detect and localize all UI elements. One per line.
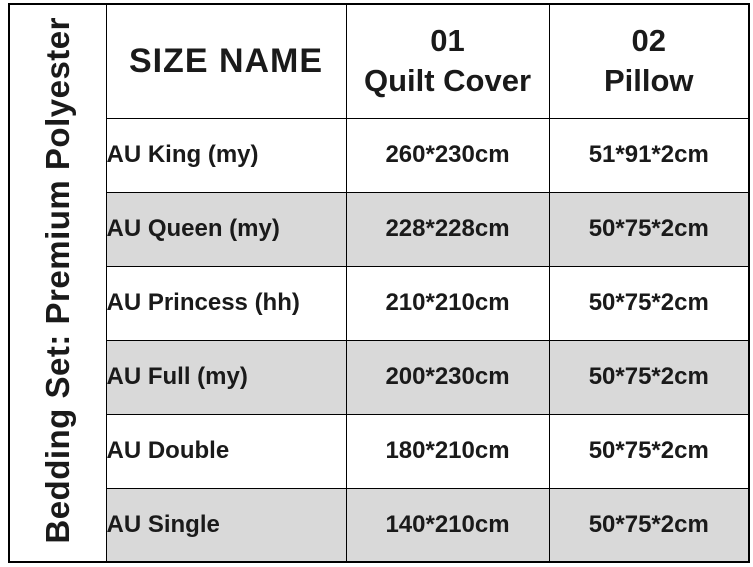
table-row-au-full: AU Full (my) 200*230cm 50*75*2cm bbox=[9, 339, 750, 415]
quilt-cover-cell: 260*230cm bbox=[345, 117, 550, 193]
quilt-cover-cell: 180*210cm bbox=[345, 413, 550, 489]
pillow-cell: 51*91*2cm bbox=[548, 117, 750, 193]
header-row: Bedding Set: Premium Polyester SIZE NAME… bbox=[8, 3, 750, 563]
vertical-title-cell: Bedding Set: Premium Polyester bbox=[8, 3, 107, 563]
quilt-cover-cell: 228*228cm bbox=[345, 191, 550, 267]
col-header-size-name: SIZE NAME bbox=[105, 3, 347, 119]
size-name-cell: AU Princess (hh) bbox=[105, 265, 347, 341]
pillow-label: Pillow bbox=[603, 63, 694, 99]
pillow-cell: 50*75*2cm bbox=[548, 265, 750, 341]
pillow-number: 02 bbox=[631, 22, 666, 58]
size-name-cell: AU Double bbox=[105, 413, 347, 489]
vertical-title: Bedding Set: Premium Polyester bbox=[38, 17, 76, 544]
pillow-cell: 50*75*2cm bbox=[548, 339, 750, 415]
table-row-au-princess: AU Princess (hh) 210*210cm 50*75*2cm bbox=[9, 265, 750, 341]
table-row-au-king: AU King (my) 260*230cm 51*91*2cm bbox=[9, 117, 750, 193]
size-name-cell: AU Queen (my) bbox=[105, 191, 347, 267]
quilt-cover-number: 01 bbox=[430, 22, 465, 58]
size-chart-table: Bedding Set: Premium Polyester SIZE NAME… bbox=[8, 3, 750, 563]
quilt-cover-cell: 210*210cm bbox=[345, 265, 550, 341]
size-name-cell: AU Full (my) bbox=[105, 339, 347, 415]
size-name-cell: AU King (my) bbox=[105, 117, 347, 193]
table-row-au-single: AU Single 140*210cm 50*75*2cm bbox=[9, 487, 750, 563]
pillow-cell: 50*75*2cm bbox=[548, 487, 750, 563]
quilt-cover-label: Quilt Cover bbox=[363, 63, 532, 99]
table-row-au-queen: AU Queen (my) 228*228cm 50*75*2cm bbox=[9, 191, 750, 267]
quilt-cover-cell: 200*230cm bbox=[345, 339, 550, 415]
col-header-quilt-cover: 01 Quilt Cover bbox=[345, 3, 550, 119]
col-header-pillow: 02 Pillow bbox=[548, 3, 750, 119]
table-row-au-double: AU Double 180*210cm 50*75*2cm bbox=[9, 413, 750, 489]
size-name-cell: AU Single bbox=[105, 487, 347, 563]
pillow-cell: 50*75*2cm bbox=[548, 413, 750, 489]
quilt-cover-cell: 140*210cm bbox=[345, 487, 550, 563]
pillow-cell: 50*75*2cm bbox=[548, 191, 750, 267]
